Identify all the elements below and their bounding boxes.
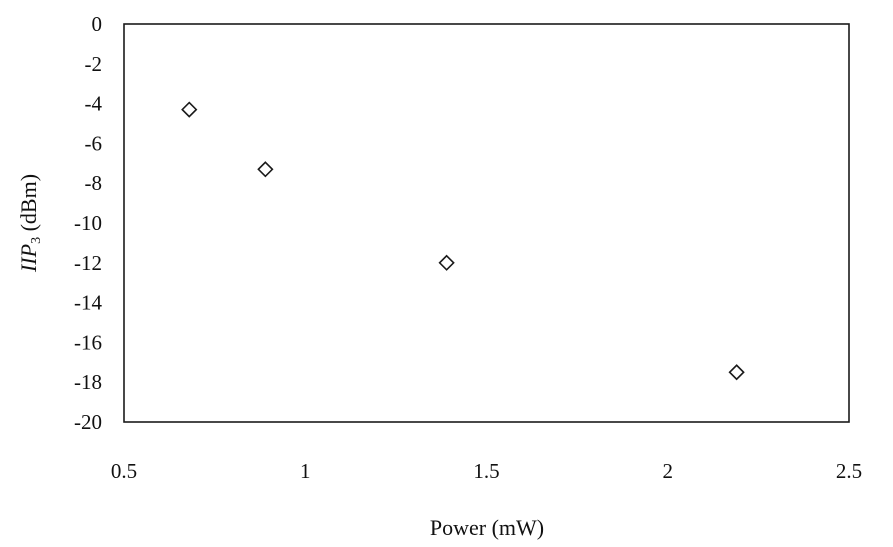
x-tick-label: 1.5 [473,459,499,483]
x-axis-ticks: 0.5 1 1.5 2 2.5 [111,459,862,483]
x-tick-label: 2 [663,459,674,483]
x-tick-label: 2.5 [836,459,862,483]
data-point-diamond [257,161,274,178]
y-axis-title: IIP3 (dBm) [16,174,44,273]
y-tick-label: -18 [74,370,102,394]
y-tick-label: -10 [74,211,102,235]
y-axis-title-sub: 3 [29,237,44,244]
y-tick-label: 0 [92,12,103,36]
y-tick-label: -2 [85,52,103,76]
y-axis-ticks: 0 -2 -4 -6 -8 -10 -12 -14 -16 -18 -20 [74,12,102,434]
x-tick-label: 1 [300,459,311,483]
data-point-diamond [728,364,745,381]
y-tick-label: -12 [74,251,102,275]
y-tick-label: -6 [85,131,103,155]
x-tick-label: 0.5 [111,459,137,483]
data-points [181,101,745,381]
y-tick-label: -14 [74,291,102,315]
y-axis-title-main: IIP [16,244,41,273]
y-axis-title-unit: (dBm) [16,174,41,237]
data-point-diamond [438,254,455,271]
plot-area-frame [123,23,850,423]
y-tick-label: -4 [85,92,103,116]
x-axis-title: Power (mW) [430,515,544,540]
y-tick-label: -8 [85,171,103,195]
y-tick-label: -16 [74,330,102,354]
y-tick-label: -20 [74,410,102,434]
data-point-diamond [181,101,198,118]
